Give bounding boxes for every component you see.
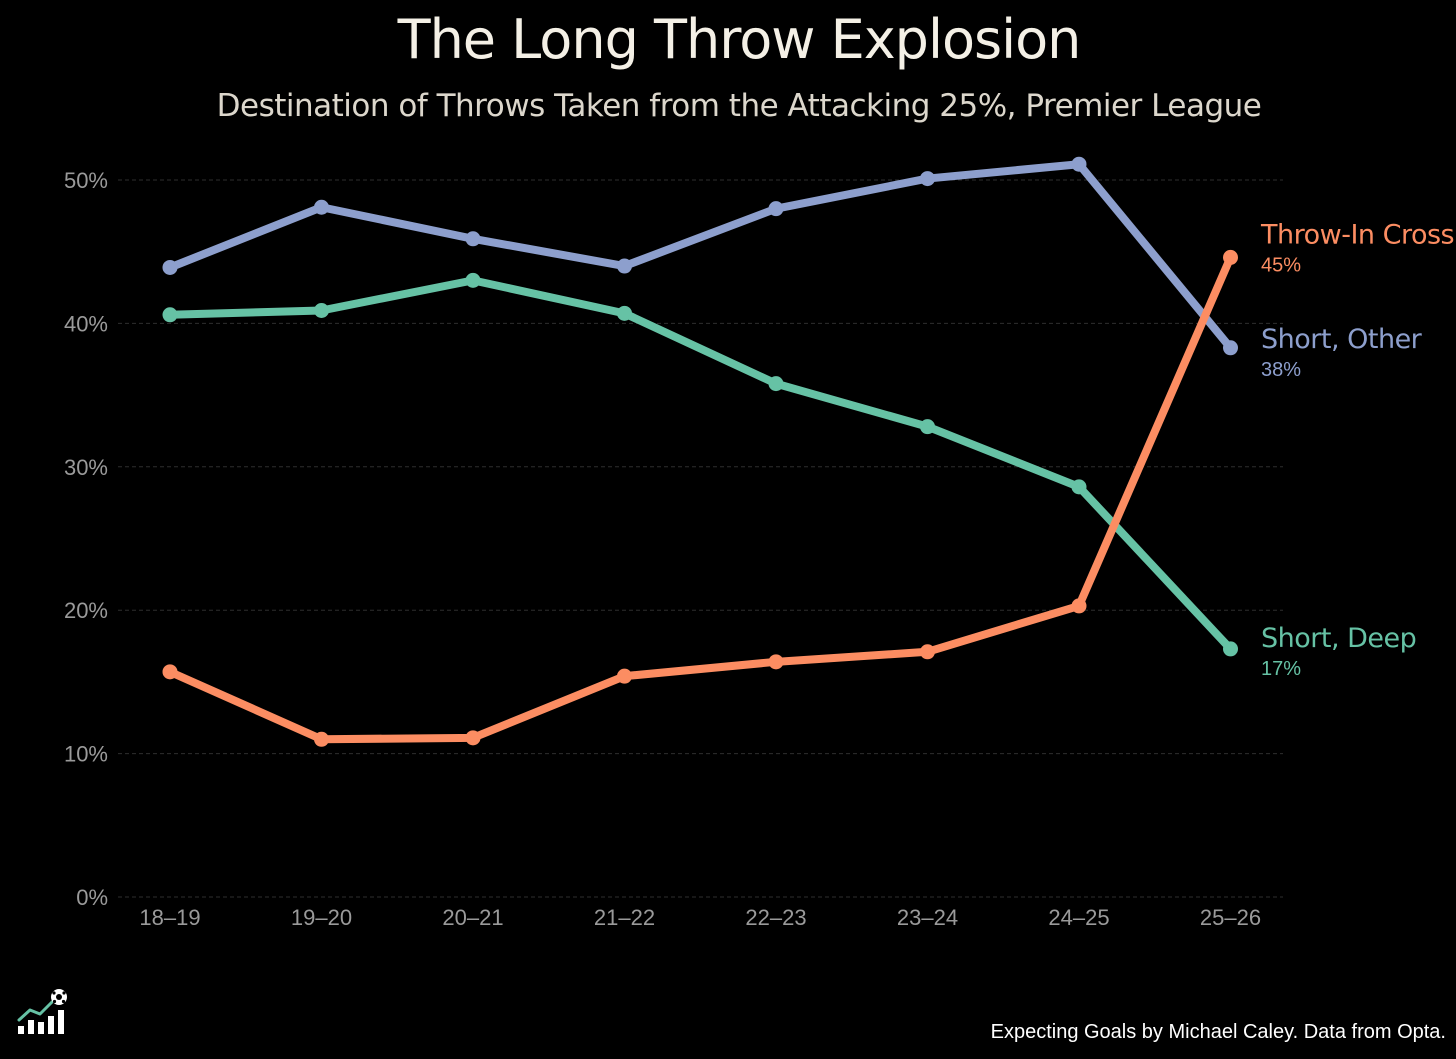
x-tick-label: 24–25 [1048, 905, 1109, 930]
data-point-throw-in-cross [617, 668, 632, 684]
series-line-short-deep [166, 276, 1235, 653]
data-point-throw-in-cross [1071, 598, 1087, 614]
x-tick-label: 23–24 [897, 905, 958, 930]
series-line-short-other [166, 160, 1235, 352]
x-tick-label: 20–21 [442, 905, 503, 930]
data-point-throw-in-cross [162, 664, 178, 680]
data-point-throw-in-cross [768, 654, 784, 670]
data-point-short-deep [465, 272, 481, 288]
series-lines [162, 156, 1238, 747]
y-tick-label: 20% [64, 598, 108, 623]
data-point-throw-in-cross [465, 730, 481, 746]
series-end-labels: Short, Other 38% Short, Deep 17% Throw-In Cr… [1260, 219, 1455, 680]
data-point-short-other [768, 201, 784, 217]
series-label-short-deep: Short, Deep [1261, 623, 1416, 654]
series-line-throw-in-cross [166, 253, 1235, 744]
data-point-short-deep [1223, 641, 1238, 657]
bar-chart-football-logo-icon [17, 989, 67, 1034]
data-point-short-other [1071, 156, 1087, 172]
caption: Expecting Goals by Michael Caley. Data f… [990, 1021, 1446, 1043]
y-tick-label: 0% [76, 885, 108, 910]
y-tick-label: 10% [64, 742, 108, 767]
data-point-short-other [465, 231, 481, 247]
data-point-short-other [1223, 340, 1238, 356]
data-point-short-deep [314, 302, 329, 318]
y-tick-label: 30% [64, 455, 108, 480]
series-value-throw-in-cross: 45% [1261, 254, 1301, 276]
series-value-short-deep: 17% [1261, 658, 1301, 680]
data-point-throw-in-cross [314, 731, 329, 747]
x-tick-label: 19–20 [291, 905, 352, 930]
x-tick-label: 21–22 [594, 905, 655, 930]
data-point-short-other [617, 258, 632, 274]
x-tick-label: 25–26 [1200, 905, 1261, 930]
x-axis-ticks: 18–19 19–20 20–21 21–22 22–23 23–24 24–25 25–26 [139, 905, 1261, 930]
data-point-short-deep [920, 419, 935, 435]
x-tick-label: 22–23 [745, 905, 806, 930]
chart-subtitle: Destination of Throws Taken from the Att… [216, 88, 1262, 124]
data-point-short-other [314, 199, 329, 215]
grid-lines [118, 179, 1283, 898]
x-tick-label: 18–19 [139, 905, 200, 930]
data-point-short-other [162, 259, 178, 275]
y-axis-ticks: 0% 10% 20% 30% 40% 50% [64, 168, 108, 910]
data-point-throw-in-cross [920, 644, 935, 660]
y-tick-label: 50% [64, 168, 108, 193]
series-label-short-other: Short, Other [1261, 324, 1423, 355]
series-value-short-other: 38% [1261, 359, 1301, 381]
data-point-short-deep [768, 376, 784, 392]
y-tick-label: 40% [64, 311, 108, 336]
data-point-short-deep [617, 305, 632, 321]
data-point-throw-in-cross [1223, 249, 1238, 265]
chart-title: The Long Throw Explosion [397, 8, 1082, 71]
series-label-throw-in-cross: Throw-In Cross [1260, 219, 1454, 250]
data-point-short-deep [162, 307, 178, 323]
data-point-short-other [920, 171, 935, 187]
data-point-short-deep [1071, 479, 1087, 495]
